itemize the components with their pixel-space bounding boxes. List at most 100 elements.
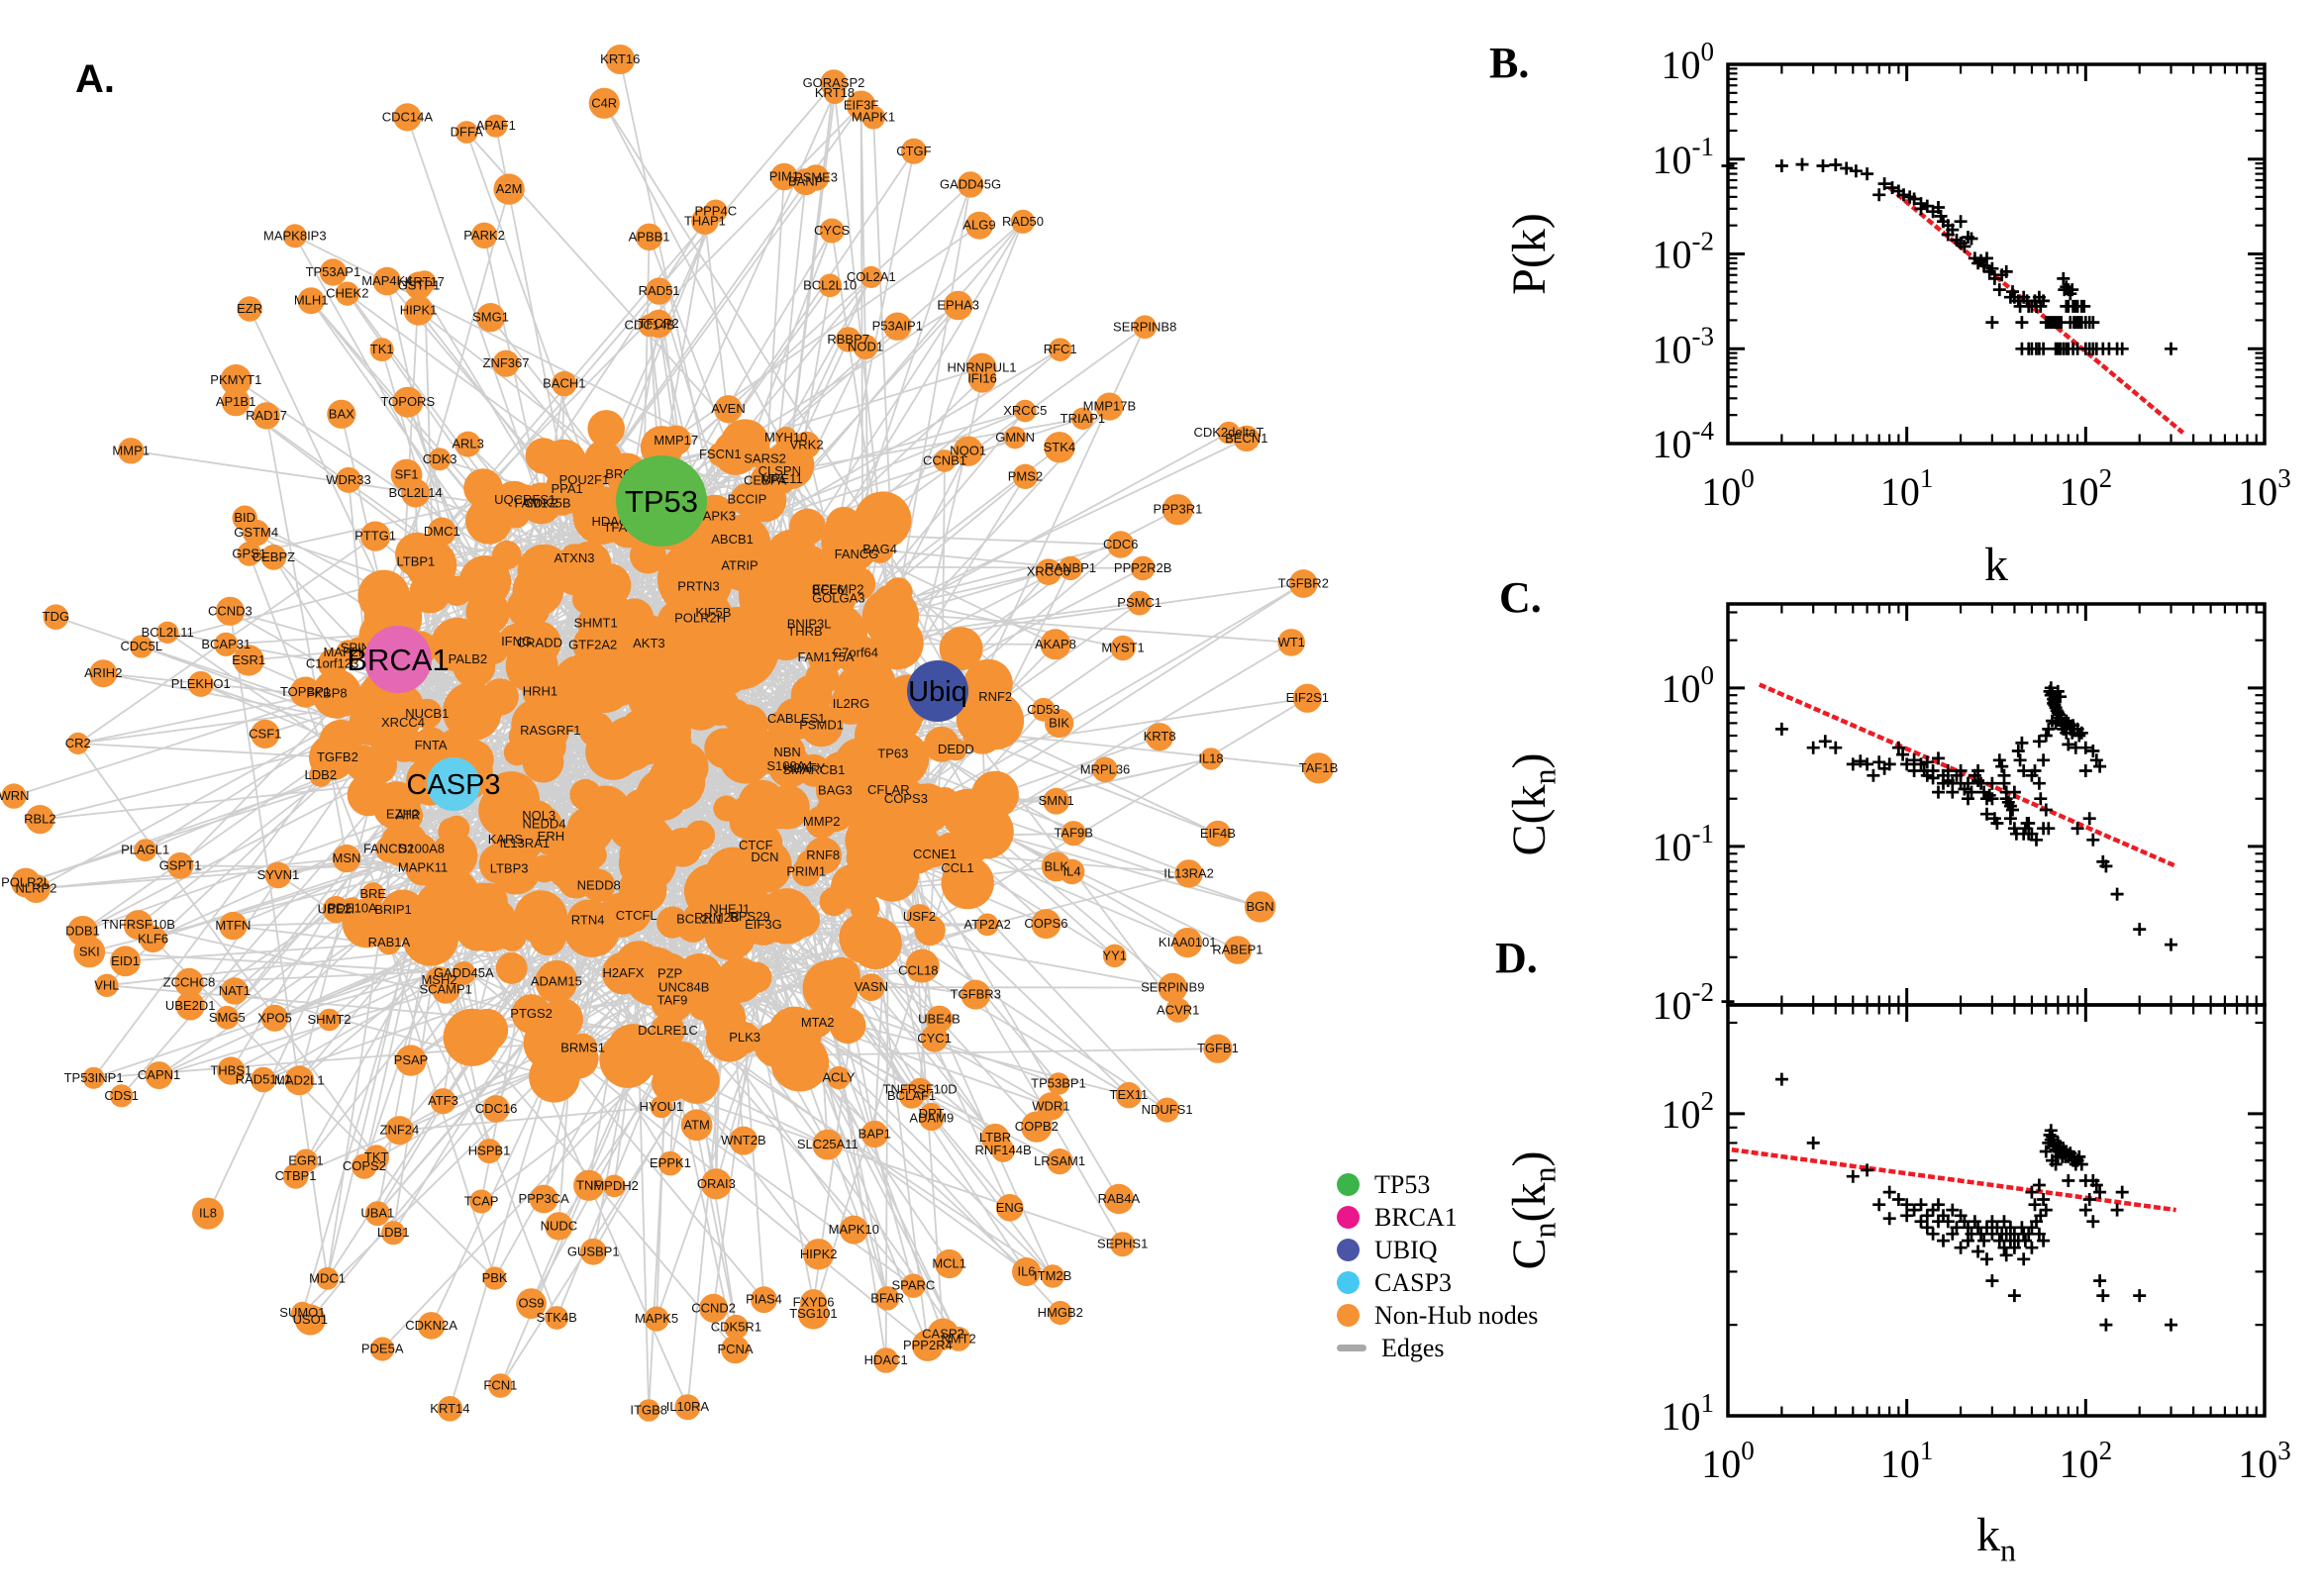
network-node-label: YY1	[1102, 948, 1127, 962]
network-node	[1277, 629, 1305, 656]
network-node-label: SARS2	[744, 451, 786, 466]
network-node	[476, 1139, 502, 1164]
network-node	[312, 668, 361, 719]
network-node-label: POLR2H	[674, 611, 726, 626]
network-node	[829, 1007, 866, 1045]
network-node	[535, 959, 578, 1003]
network-node-label: KRT16	[600, 51, 640, 66]
network-node-label: EZR	[237, 301, 262, 316]
network-node	[364, 1201, 390, 1227]
network-node-label: CTCFL	[616, 908, 657, 923]
network-node	[724, 1314, 749, 1340]
network-node	[729, 1126, 758, 1155]
network-node	[187, 670, 214, 697]
network-node-label: FAM175B	[514, 495, 570, 510]
network-node	[395, 1045, 427, 1076]
network-node	[965, 211, 993, 240]
network-node	[1071, 407, 1094, 430]
network-node	[554, 551, 598, 596]
network-node-label: IMPDH2	[590, 1178, 639, 1193]
hub-label-casp3: CASP3	[406, 769, 500, 801]
network-node-label: TAF1B	[1299, 760, 1339, 775]
scatter-points	[1774, 1072, 2177, 1332]
network-node-label: CYCS	[814, 223, 850, 238]
network-node	[579, 1238, 607, 1265]
network-node	[770, 162, 798, 191]
network-node-label: TP53BP1	[1031, 1076, 1086, 1091]
network-node-label: MAPK11	[398, 860, 448, 875]
network-node	[130, 635, 153, 658]
hub-label-brca1: BRCA1	[347, 643, 449, 677]
network-node-label: CEBPZ	[252, 549, 295, 564]
network-node	[1302, 752, 1335, 784]
network-node	[563, 900, 621, 957]
network-node-label: PPA1	[551, 481, 582, 496]
network-node-label: KRT14	[430, 1401, 469, 1416]
network-node-label: MAPK5	[635, 1311, 678, 1326]
network-node	[717, 956, 762, 1003]
x-tick-label: 102	[2060, 1436, 2113, 1486]
network-node	[527, 726, 566, 766]
network-node-label: MSH2	[421, 972, 456, 987]
network-node	[322, 896, 350, 924]
network-node-label: XPO5	[257, 1010, 292, 1025]
network-node	[264, 861, 292, 889]
network-node	[1060, 821, 1086, 847]
network-node	[920, 1102, 943, 1126]
network-node-label: FKBP8	[306, 686, 347, 701]
network-node-label: NOD1	[848, 339, 883, 353]
network-node-label: DEDD	[938, 742, 974, 756]
network-node-label: PPP4C	[694, 203, 737, 218]
network-node	[818, 273, 842, 298]
network-node	[1223, 936, 1253, 964]
network-node	[657, 1150, 683, 1176]
network-node	[495, 951, 528, 984]
network-node	[1048, 338, 1072, 362]
network-node-label: XRCC4	[381, 715, 425, 730]
network-node-label: ERH	[538, 829, 564, 844]
network-node-label: IL13RA2	[1163, 865, 1214, 880]
network-node-label: BCL2L10	[803, 277, 857, 292]
network-node-label: IL13RA1	[500, 836, 551, 850]
network-node-label: RANBP1	[1045, 560, 1096, 575]
network-node	[251, 1066, 276, 1093]
network-node	[1045, 708, 1074, 739]
network-node	[566, 806, 614, 853]
network-node-label: BCL2L1	[676, 912, 723, 927]
network-node	[335, 281, 359, 306]
network-node	[1012, 1257, 1041, 1286]
network-node	[89, 659, 118, 688]
network-node	[728, 795, 767, 836]
network-node-label: CRADD	[517, 635, 562, 649]
network-node-label: COPS6	[1024, 916, 1067, 931]
axis-ticks	[1726, 604, 2267, 1007]
network-node	[1037, 1092, 1065, 1121]
network-node-label: TNF	[576, 1177, 601, 1192]
network-node	[914, 915, 946, 947]
network-node	[644, 309, 673, 339]
network-node-label: GADD45A	[434, 965, 494, 980]
network-node-label: C4R	[591, 95, 617, 110]
network-node-label: BCL6	[812, 582, 845, 597]
network-node	[118, 438, 145, 464]
network-node-label: IL18	[1198, 750, 1223, 765]
network-node-label: VRK2	[790, 438, 824, 452]
network-node	[872, 730, 930, 787]
network-node-label: SMG1	[472, 310, 509, 325]
network-edge	[138, 924, 532, 1015]
network-node	[645, 277, 673, 305]
network-node	[438, 908, 472, 942]
network-node-label: TRIAP1	[1060, 411, 1106, 426]
network-node-label: THRB	[787, 624, 822, 639]
network-node	[525, 438, 561, 474]
network-node-label: ALG9	[962, 218, 995, 233]
network-node	[431, 832, 478, 879]
network-node	[403, 295, 434, 326]
network-node-label: ZCCHC8	[163, 974, 216, 989]
network-node-label: MRPL36	[1080, 761, 1131, 776]
node-swatch-icon	[1337, 1239, 1360, 1261]
network-node	[747, 731, 790, 774]
network-node-label: CCL1	[941, 860, 973, 875]
network-node-label: HNRNPUL1	[947, 360, 1016, 375]
network-node-label: CHEK2	[326, 286, 368, 301]
